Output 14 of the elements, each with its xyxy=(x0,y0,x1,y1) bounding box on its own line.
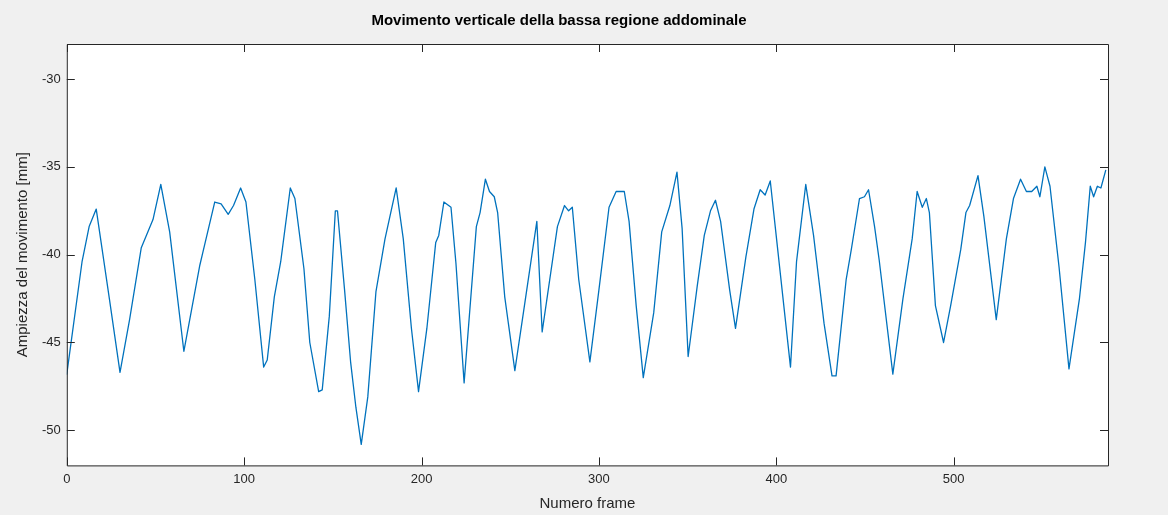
y-tick-label: -30 xyxy=(41,70,61,86)
y-tick-label: -35 xyxy=(41,158,61,174)
y-tick-label: -40 xyxy=(41,246,61,262)
chart-title: Movimento verticale della bassa regione addominale xyxy=(371,11,747,29)
x-axis-title: Numero frame xyxy=(539,494,636,512)
x-tick-label: 500 xyxy=(942,470,965,486)
y-axis-title: Ampiezza del movimento [mm] xyxy=(13,152,31,358)
y-tick-label: -50 xyxy=(41,421,61,437)
x-tick-label: 0 xyxy=(63,470,71,486)
x-tick-label: 100 xyxy=(233,470,256,486)
x-tick-label: 300 xyxy=(588,470,610,486)
x-tick-label: 200 xyxy=(410,470,433,486)
y-tick-label: -45 xyxy=(41,334,61,350)
x-tick-label: 400 xyxy=(765,470,788,486)
